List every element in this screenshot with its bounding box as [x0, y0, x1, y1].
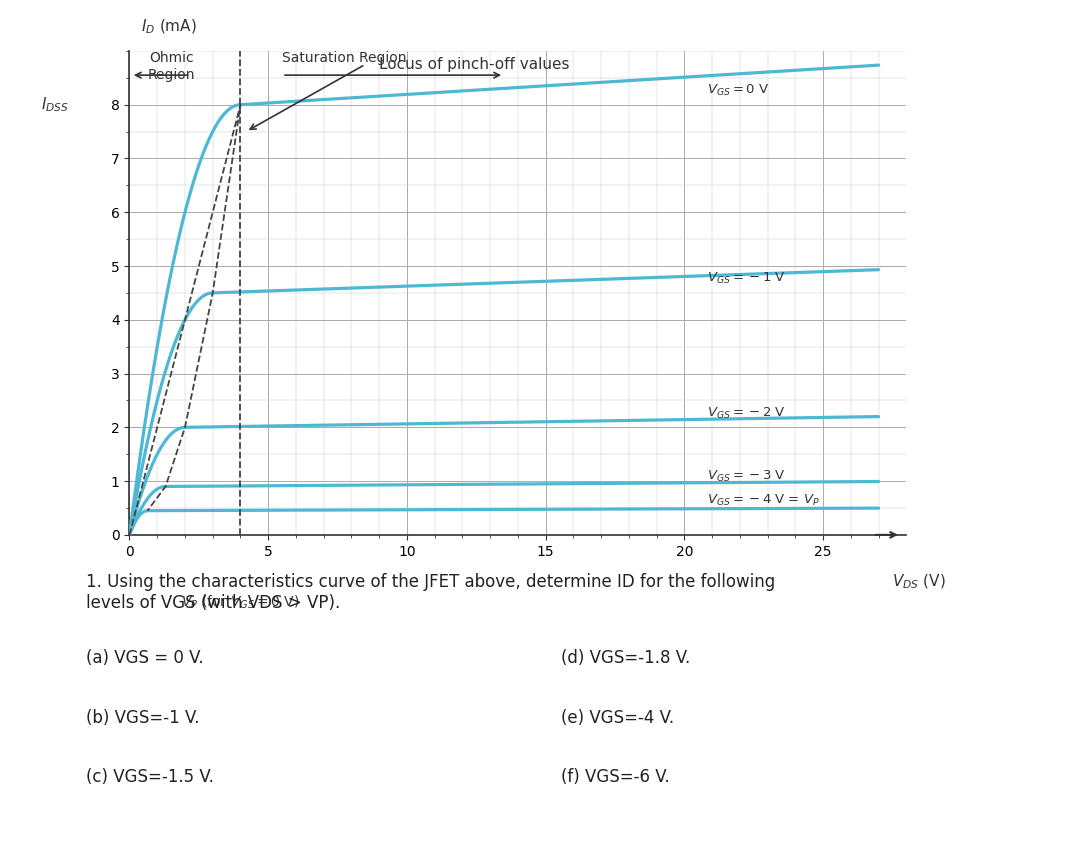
Text: (a) VGS = 0 V.: (a) VGS = 0 V. — [86, 649, 204, 667]
Text: (f) VGS=-6 V.: (f) VGS=-6 V. — [561, 768, 670, 786]
Text: $V_{GS}=-1$ V: $V_{GS}=-1$ V — [707, 272, 786, 286]
Text: $V_{DS}$ (V): $V_{DS}$ (V) — [892, 572, 946, 591]
Text: (b) VGS=-1 V.: (b) VGS=-1 V. — [86, 709, 200, 727]
Text: (d) VGS=-1.8 V.: (d) VGS=-1.8 V. — [561, 649, 691, 667]
Text: (c) VGS=-1.5 V.: (c) VGS=-1.5 V. — [86, 768, 215, 786]
Text: $V_{GS}=0$ V: $V_{GS}=0$ V — [707, 83, 769, 98]
Text: Saturation Region: Saturation Region — [282, 51, 407, 65]
Text: 1. Using the characteristics curve of the JFET above, determine ID for the follo: 1. Using the characteristics curve of th… — [86, 573, 776, 612]
Text: Locus of pinch-off values: Locus of pinch-off values — [379, 57, 570, 72]
Text: Ohmic
Region: Ohmic Region — [148, 51, 195, 82]
Text: $V_{GS}=-2$ V: $V_{GS}=-2$ V — [707, 406, 786, 421]
Text: (e) VGS=-4 V.: (e) VGS=-4 V. — [561, 709, 674, 727]
Text: $V_{GS}=-3$ V: $V_{GS}=-3$ V — [707, 469, 786, 484]
Text: $V_{GS}=-4$ V = $V_P$: $V_{GS}=-4$ V = $V_P$ — [707, 493, 819, 508]
Text: $V_P$ (for $V_{GS}=0$ V): $V_P$ (for $V_{GS}=0$ V) — [181, 594, 300, 611]
Text: $I_{DSS}$: $I_{DSS}$ — [41, 95, 68, 114]
Text: $I_D$ (mA): $I_D$ (mA) — [140, 18, 196, 36]
